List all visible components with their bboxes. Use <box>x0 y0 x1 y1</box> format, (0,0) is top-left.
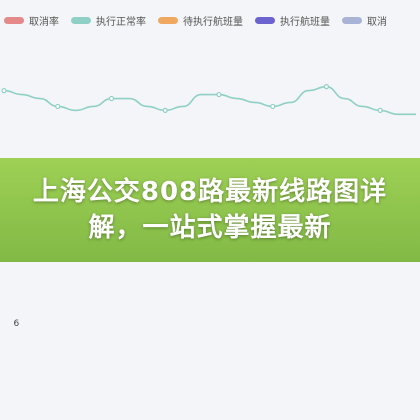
legend-label: 执行正常率 <box>96 16 146 28</box>
series-line <box>3 85 416 116</box>
legend-swatch <box>4 16 24 24</box>
headline-banner: 上海公交808路最新线路图详解，一站式掌握最新 <box>0 158 420 262</box>
line-point <box>55 103 61 110</box>
legend-label: 取消率 <box>29 16 59 28</box>
legend-item: 取消 <box>342 13 387 28</box>
legend-label: 执行航班量 <box>280 16 330 28</box>
legend-item: 执行正常率 <box>71 13 146 28</box>
line-point <box>216 91 222 98</box>
data-label: 6 <box>14 319 20 329</box>
line-point <box>162 107 168 114</box>
chart-legend: 取消率 执行正常率 待执行航班量 执行航班量 取消 <box>0 0 420 40</box>
legend-item: 取消率 <box>4 13 59 28</box>
page-title: 上海公交808路最新线路图详解，一站式掌握最新 <box>32 177 388 243</box>
legend-item: 执行航班量 <box>255 13 330 28</box>
legend-swatch <box>255 16 275 24</box>
line-point <box>1 87 7 94</box>
legend-swatch <box>158 16 178 24</box>
legend-label: 待执行航班量 <box>183 16 243 28</box>
line-point <box>377 107 383 114</box>
legend-item: 待执行航班量 <box>158 13 243 28</box>
line-point <box>108 95 115 102</box>
legend-swatch <box>342 16 362 24</box>
legend-label: 取消 <box>367 16 387 28</box>
legend-swatch <box>71 16 91 24</box>
line-point <box>323 84 330 90</box>
line-point <box>270 103 276 110</box>
